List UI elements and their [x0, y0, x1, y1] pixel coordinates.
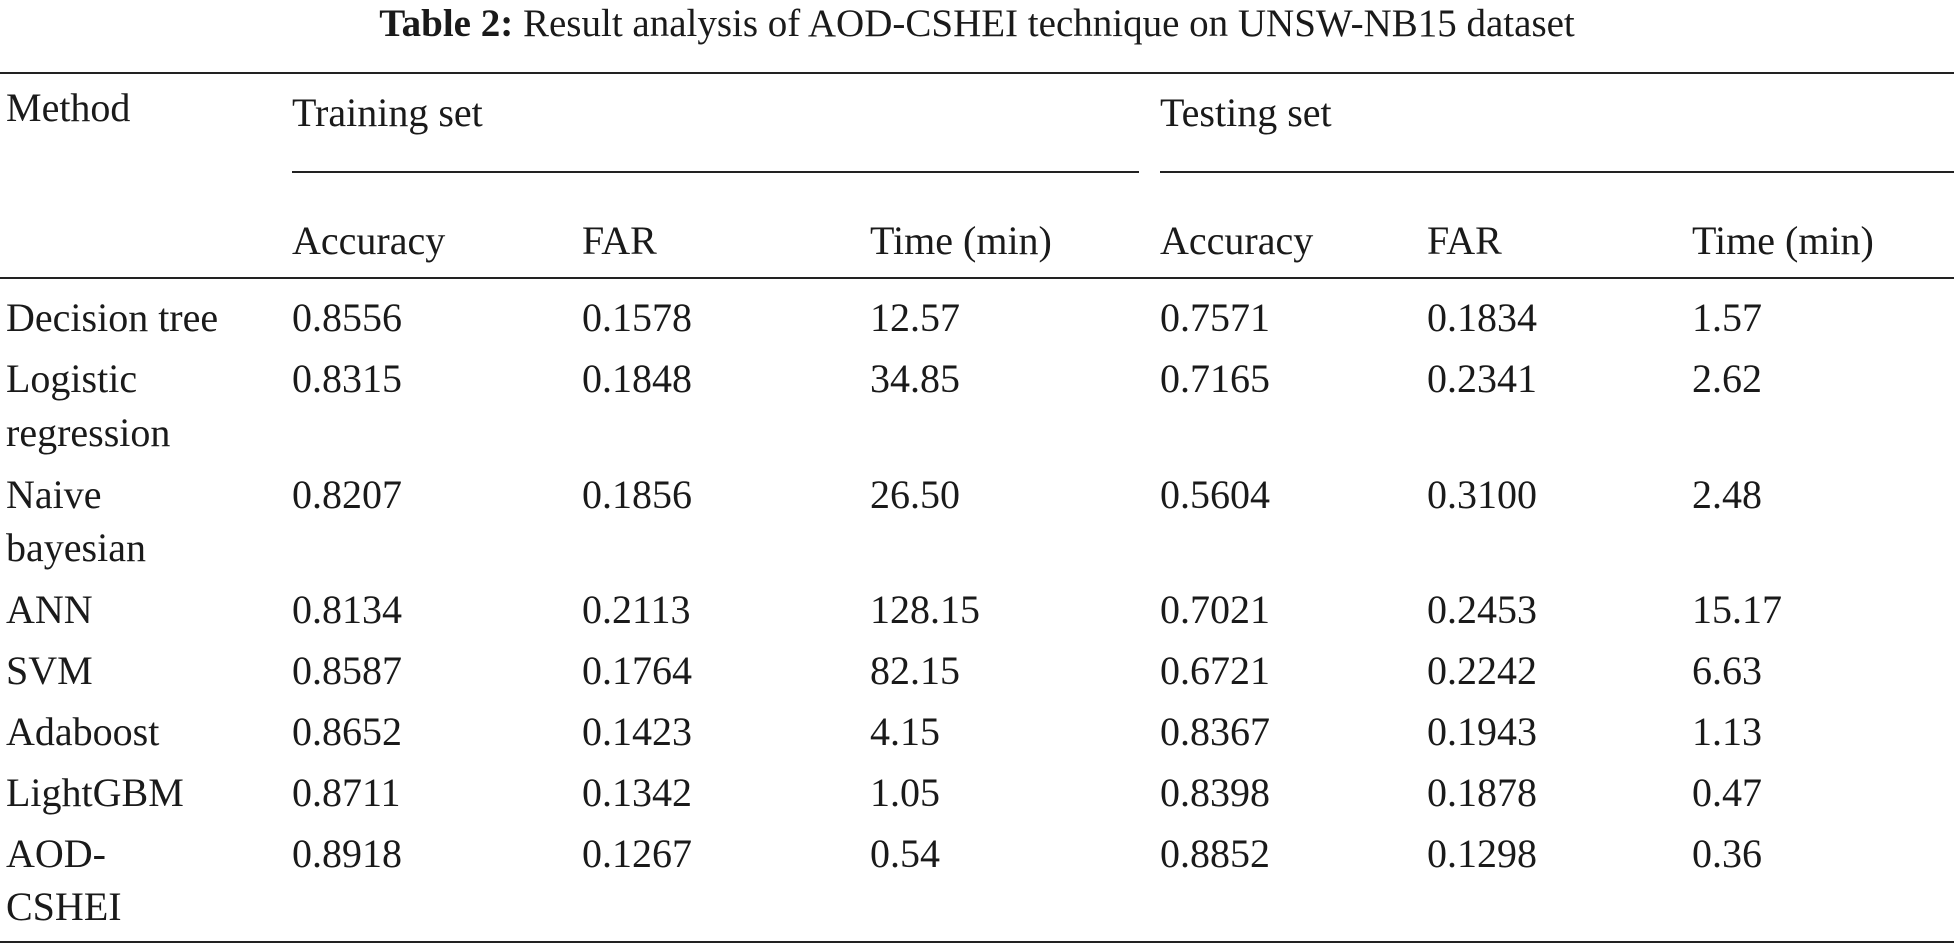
- value-cell: 0.2113: [582, 587, 691, 632]
- value-cell: 6.63: [1692, 648, 1762, 693]
- testing-group-rule: [1160, 171, 1954, 173]
- value-cell: 15.17: [1692, 587, 1782, 632]
- value-cell: 0.8652: [292, 709, 402, 754]
- value-cell: 0.1342: [582, 770, 692, 815]
- column-header: FAR: [582, 218, 657, 263]
- value-cell: 0.2341: [1427, 356, 1537, 401]
- method-cell-continued: CSHEI: [6, 884, 122, 929]
- method-cell: ANN: [6, 587, 93, 632]
- value-cell: 0.36: [1692, 831, 1762, 876]
- value-cell: 0.7571: [1160, 295, 1270, 340]
- method-cell: Adaboost: [6, 709, 160, 754]
- value-cell: 0.8852: [1160, 831, 1270, 876]
- value-cell: 0.1267: [582, 831, 692, 876]
- caption-text: Result analysis of AOD-CSHEI technique o…: [522, 2, 1575, 45]
- value-cell: 0.1878: [1427, 770, 1537, 815]
- training-group-rule: [292, 171, 1139, 173]
- method-header: Method: [6, 85, 131, 130]
- value-cell: 0.8367: [1160, 709, 1270, 754]
- column-header: Time (min): [1692, 218, 1874, 263]
- value-cell: 0.8207: [292, 472, 402, 517]
- value-cell: 0.6721: [1160, 648, 1270, 693]
- value-cell: 128.15: [870, 587, 980, 632]
- column-header: Time (min): [870, 218, 1052, 263]
- value-cell: 2.62: [1692, 356, 1762, 401]
- testing-set-header: Testing set: [1160, 90, 1332, 135]
- training-set-header: Training set: [292, 90, 483, 135]
- value-cell: 4.15: [870, 709, 940, 754]
- value-cell: 0.1578: [582, 295, 692, 340]
- method-cell-continued: bayesian: [6, 525, 146, 570]
- column-header: Accuracy: [292, 218, 446, 263]
- method-cell: Decision tree: [6, 295, 219, 340]
- value-cell: 34.85: [870, 356, 960, 401]
- column-header: FAR: [1427, 218, 1502, 263]
- value-cell: 0.1423: [582, 709, 692, 754]
- value-cell: 0.54: [870, 831, 940, 876]
- value-cell: 82.15: [870, 648, 960, 693]
- table-top-rule: [0, 72, 1954, 74]
- value-cell: 0.1848: [582, 356, 692, 401]
- value-cell: 0.1943: [1427, 709, 1537, 754]
- value-cell: 0.8134: [292, 587, 402, 632]
- value-cell: 0.47: [1692, 770, 1762, 815]
- value-cell: 0.8315: [292, 356, 402, 401]
- table-bottom-rule: [0, 941, 1954, 943]
- value-cell: 1.57: [1692, 295, 1762, 340]
- value-cell: 0.8711: [292, 770, 401, 815]
- method-cell: LightGBM: [6, 770, 184, 815]
- method-cell: Naive: [6, 472, 102, 517]
- value-cell: 12.57: [870, 295, 960, 340]
- table-caption: Table 2: Result analysis of AOD-CSHEI te…: [0, 0, 1954, 52]
- column-header: Accuracy: [1160, 218, 1314, 263]
- value-cell: 0.8556: [292, 295, 402, 340]
- value-cell: 0.7165: [1160, 356, 1270, 401]
- value-cell: 0.2453: [1427, 587, 1537, 632]
- value-cell: 0.1764: [582, 648, 692, 693]
- header-bottom-rule: [0, 277, 1954, 279]
- value-cell: 0.1298: [1427, 831, 1537, 876]
- value-cell: 0.1856: [582, 472, 692, 517]
- value-cell: 0.7021: [1160, 587, 1270, 632]
- value-cell: 0.1834: [1427, 295, 1537, 340]
- method-cell: Logistic: [6, 356, 138, 401]
- value-cell: 2.48: [1692, 472, 1762, 517]
- value-cell: 0.5604: [1160, 472, 1270, 517]
- value-cell: 1.05: [870, 770, 940, 815]
- caption-label: Table 2:: [379, 2, 514, 45]
- value-cell: 0.2242: [1427, 648, 1537, 693]
- value-cell: 0.8918: [292, 831, 402, 876]
- method-cell-continued: regression: [6, 410, 171, 455]
- method-cell: SVM: [6, 648, 93, 693]
- value-cell: 0.8398: [1160, 770, 1270, 815]
- value-cell: 26.50: [870, 472, 960, 517]
- value-cell: 1.13: [1692, 709, 1762, 754]
- method-cell: AOD-: [6, 831, 106, 876]
- value-cell: 0.3100: [1427, 472, 1537, 517]
- value-cell: 0.8587: [292, 648, 402, 693]
